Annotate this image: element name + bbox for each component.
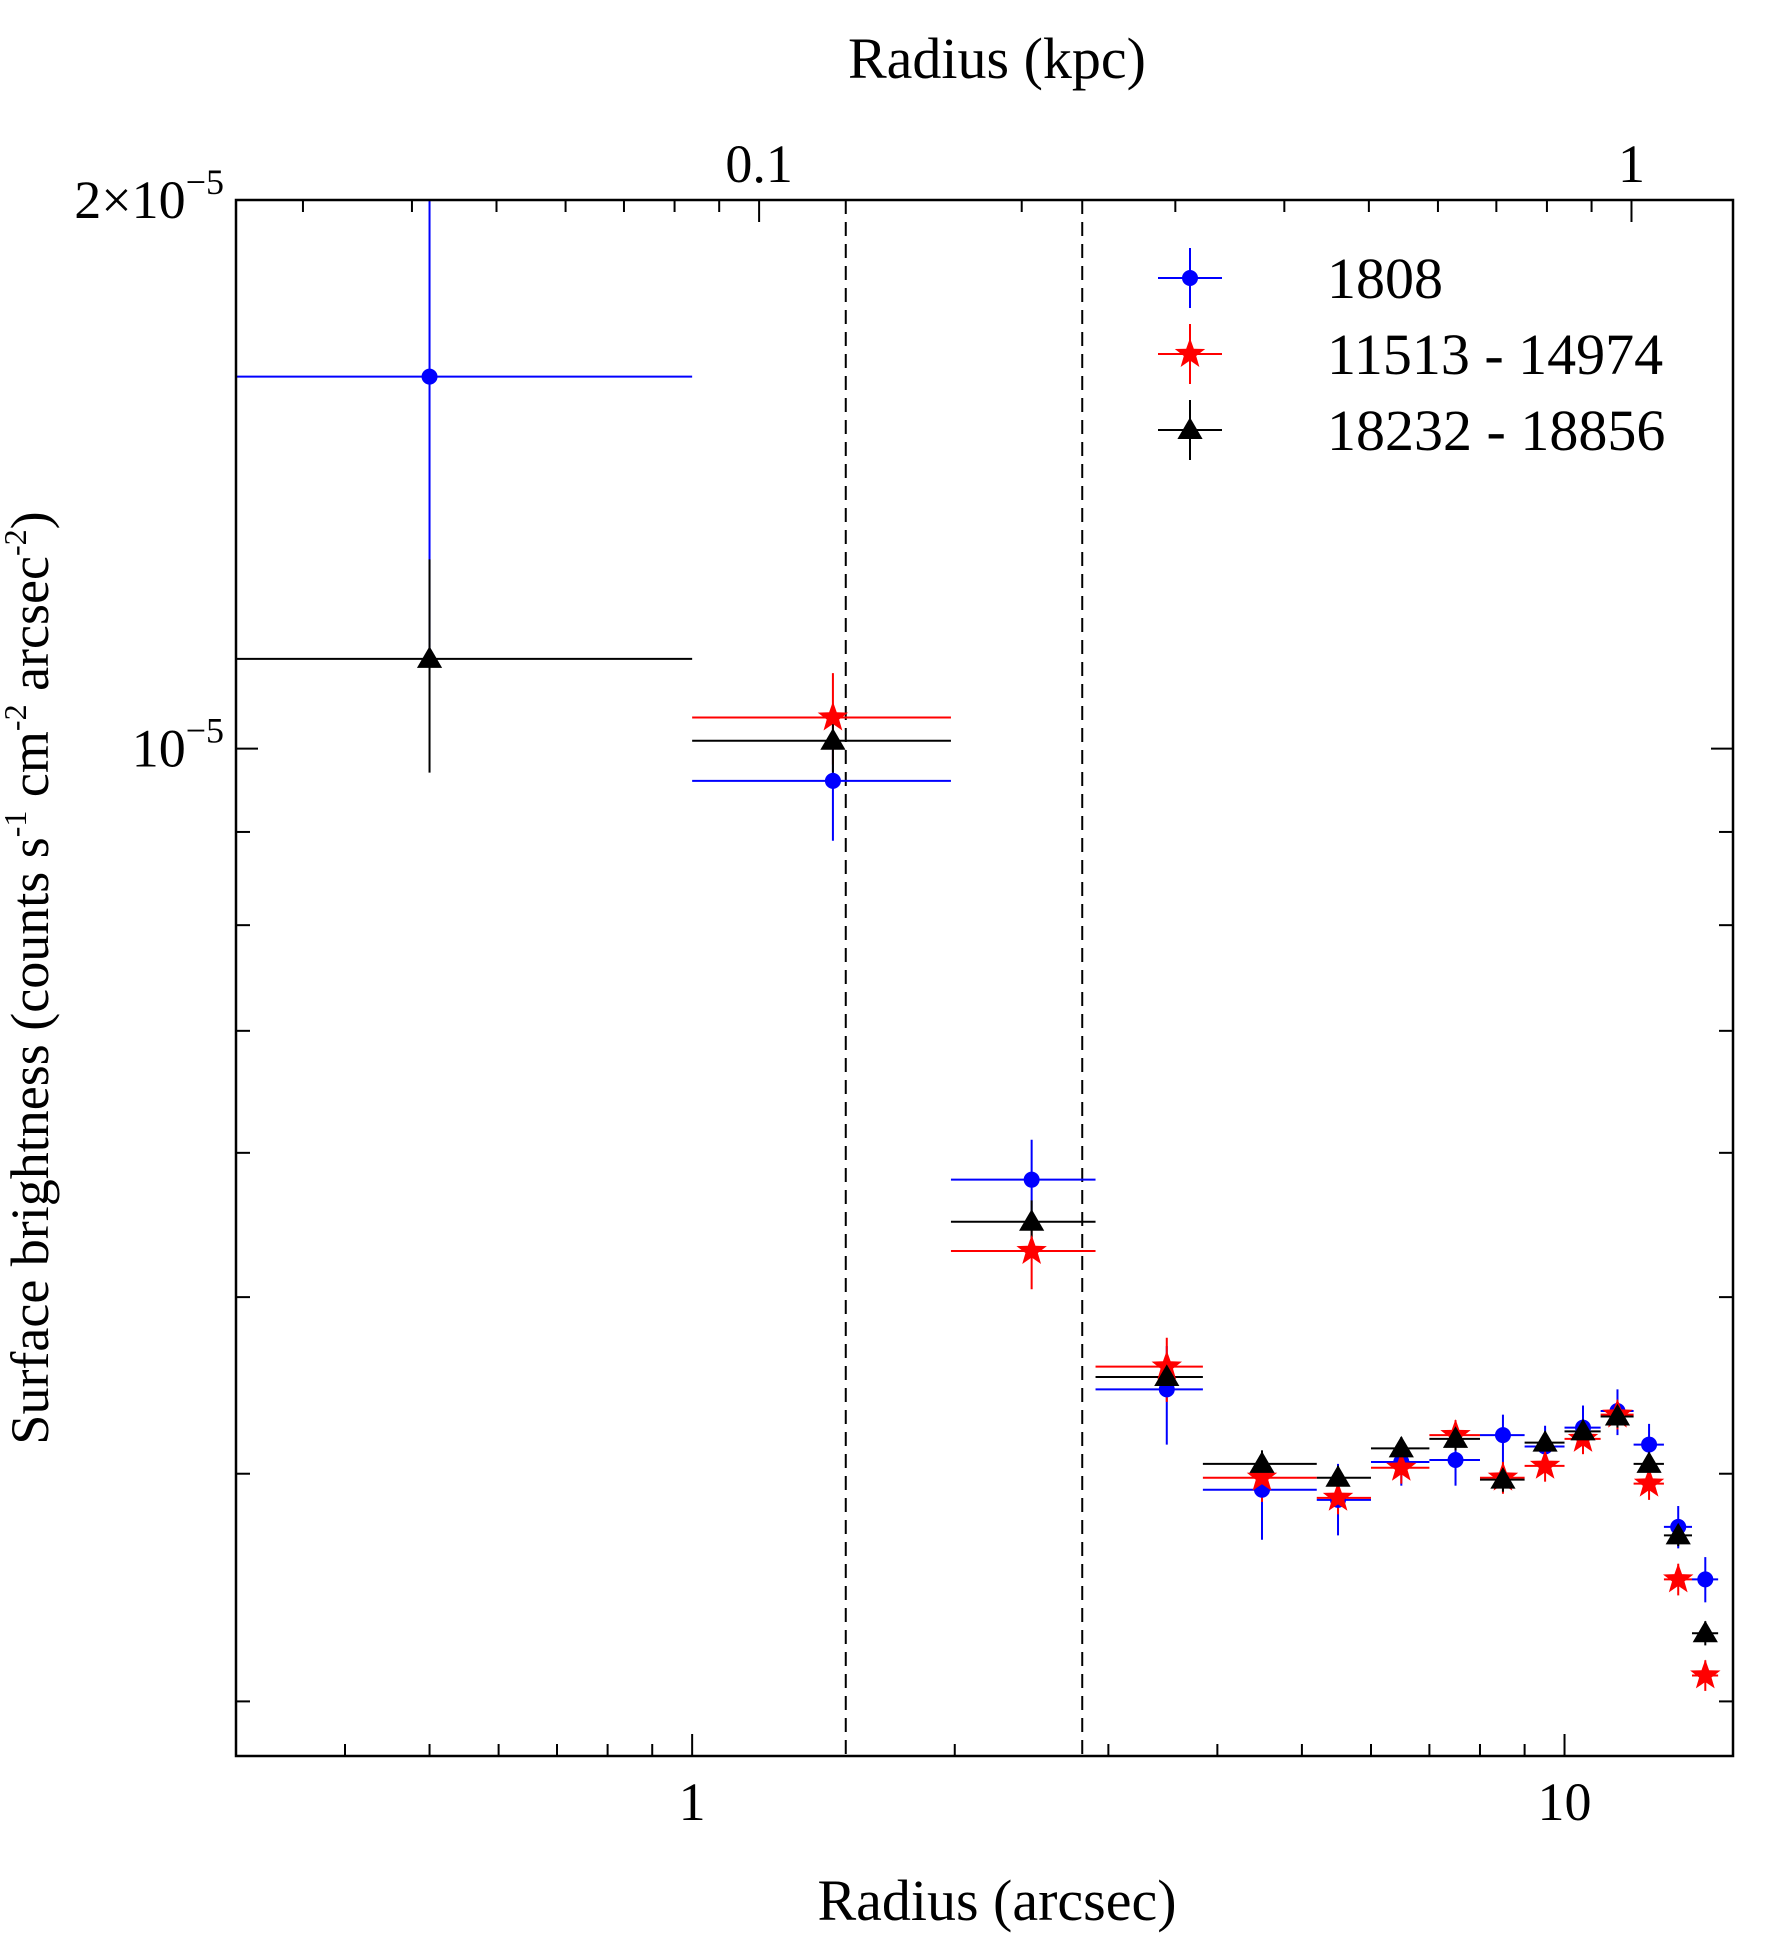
18232-18856-point-14 — [1692, 1620, 1718, 1643]
x-tick-label-1: 10 — [1538, 1772, 1592, 1832]
top-tick-label-1: 1 — [1618, 134, 1645, 194]
18232-18856-point-3 — [1154, 1364, 1180, 1386]
18232-18856-point-6 — [1388, 1435, 1414, 1458]
18232-18856-point-13 — [1665, 1522, 1691, 1545]
18232-18856-point-11 — [1604, 1403, 1631, 1426]
legend-18232-18856-marker — [1177, 417, 1203, 439]
y-axis-title-part-3: arcsec — [0, 556, 60, 704]
1808-point-7 — [1447, 1451, 1464, 1468]
1808-point-12 — [1641, 1436, 1658, 1453]
y-tick-label-exponent: −5 — [186, 711, 224, 751]
legend-11513-14974-marker — [1174, 338, 1206, 367]
reference-lines — [844, 200, 1084, 1756]
18232-18856-point-7 — [1442, 1426, 1469, 1448]
legend: 1808 11513 - 14974 18232 - 18856 — [1158, 246, 1665, 463]
y-tick-label-exponent: −5 — [186, 162, 224, 202]
1808-point-14 — [1697, 1571, 1714, 1588]
11513-14974-point-0 — [817, 701, 849, 731]
18232-18856-point-1 — [820, 728, 846, 750]
y-tick-label-0: 10−5 — [132, 711, 224, 779]
18232-18856-point-2 — [1019, 1209, 1045, 1231]
data-markers — [416, 368, 1721, 1689]
11513-14974-point-3 — [1246, 1461, 1278, 1491]
legend-18232-18856-label: 18232 - 18856 — [1327, 398, 1665, 463]
x-axis-title: Radius (arcsec) — [817, 1868, 1176, 1933]
top-x-tick-labels: 0.1 1 — [725, 134, 1645, 194]
plot-frame — [234, 198, 1735, 1758]
axis-ticks — [235, 199, 1733, 1756]
legend-1808-marker — [1182, 270, 1198, 286]
11513-14974-point-1 — [1016, 1235, 1047, 1264]
y-axis-title-part-4: ) — [0, 511, 60, 529]
1808-point-0 — [421, 368, 438, 385]
18232-18856-point-0 — [416, 646, 443, 668]
top-x-axis-title: Radius (kpc) — [848, 26, 1146, 91]
11513-14974-point-8 — [1529, 1449, 1561, 1479]
y-tick-labels: 10−52×10−5 — [74, 162, 224, 779]
11513-14974-point-12 — [1663, 1563, 1694, 1593]
top-tick-label-0: 0.1 — [725, 134, 793, 194]
x-tick-labels: 1 10 — [679, 1772, 1592, 1832]
11513-14974-point-11 — [1633, 1467, 1665, 1497]
18232-18856-point-9 — [1532, 1430, 1558, 1452]
y-tick-label-1: 2×10−5 — [74, 162, 224, 230]
18232-18856-point-12 — [1636, 1451, 1662, 1473]
legend-11513-14974-label: 11513 - 14974 — [1327, 322, 1663, 387]
11513-14974-point-13 — [1690, 1659, 1721, 1689]
y-tick-label-base: 10 — [132, 719, 186, 779]
1808-point-8 — [1494, 1427, 1511, 1444]
y-axis-title-part-1: Surface brightness (counts s — [0, 837, 60, 1444]
y-tick-label-base: 2×10 — [74, 170, 185, 230]
x-tick-label-0: 1 — [679, 1772, 706, 1832]
18232-18856-point-4 — [1249, 1451, 1275, 1473]
18232-18856-point-5 — [1325, 1465, 1351, 1487]
18232-18856-point-8 — [1490, 1467, 1516, 1489]
y-axis-title: Surface brightness (counts s-1 cm-2 arcs… — [0, 511, 60, 1444]
18232-18856-point-10 — [1570, 1418, 1596, 1441]
11513-14974-point-5 — [1386, 1451, 1417, 1481]
11513-14974-point-4 — [1322, 1481, 1354, 1511]
y-axis-title-exp-1: -1 — [0, 811, 33, 838]
1808-point-2 — [1023, 1171, 1040, 1188]
y-axis-title-part-2: cm — [0, 731, 60, 810]
legend-1808-label: 1808 — [1327, 246, 1443, 311]
1808-point-1 — [824, 772, 841, 789]
y-axis-title-exp-2: -2 — [0, 704, 33, 731]
y-axis-title-exp-3: -2 — [0, 529, 33, 556]
